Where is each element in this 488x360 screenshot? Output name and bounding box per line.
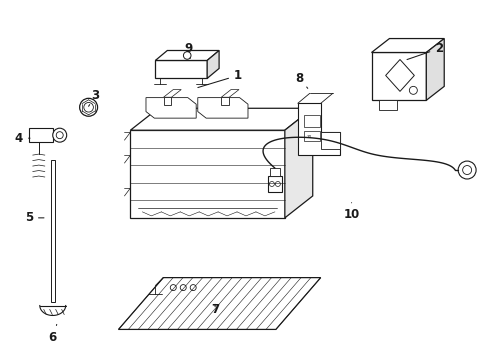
Text: 2: 2	[406, 42, 443, 59]
Bar	[371, 53, 426, 100]
Bar	[51, 160, 55, 302]
Bar	[267, 176, 281, 192]
Polygon shape	[297, 103, 339, 155]
Text: 3: 3	[88, 89, 100, 106]
Bar	[155, 60, 207, 78]
Circle shape	[53, 128, 66, 142]
Circle shape	[80, 98, 98, 116]
Circle shape	[457, 161, 475, 179]
Text: 4: 4	[15, 132, 30, 145]
Text: 8: 8	[295, 72, 307, 88]
Polygon shape	[118, 278, 320, 329]
Bar	[29, 128, 53, 142]
Text: 7: 7	[211, 303, 219, 316]
Bar	[303, 131, 319, 141]
Polygon shape	[155, 50, 219, 60]
Bar	[379, 100, 397, 110]
Polygon shape	[207, 50, 219, 78]
Polygon shape	[426, 39, 443, 100]
Text: 1: 1	[198, 69, 242, 87]
Polygon shape	[320, 132, 339, 149]
Text: 9: 9	[183, 42, 192, 58]
Bar	[269, 168, 279, 176]
Polygon shape	[371, 39, 443, 53]
Polygon shape	[130, 108, 312, 130]
Bar	[130, 130, 285, 218]
Bar	[221, 97, 229, 105]
Polygon shape	[285, 108, 312, 218]
Bar	[163, 97, 171, 105]
Polygon shape	[163, 90, 181, 97]
Text: 10: 10	[343, 203, 359, 221]
Polygon shape	[221, 90, 239, 97]
Polygon shape	[146, 98, 196, 118]
Polygon shape	[197, 98, 247, 118]
Text: 5: 5	[25, 211, 44, 224]
Polygon shape	[385, 59, 413, 91]
Text: 20: 20	[306, 135, 311, 139]
Bar	[303, 115, 319, 127]
Text: 6: 6	[48, 324, 57, 344]
